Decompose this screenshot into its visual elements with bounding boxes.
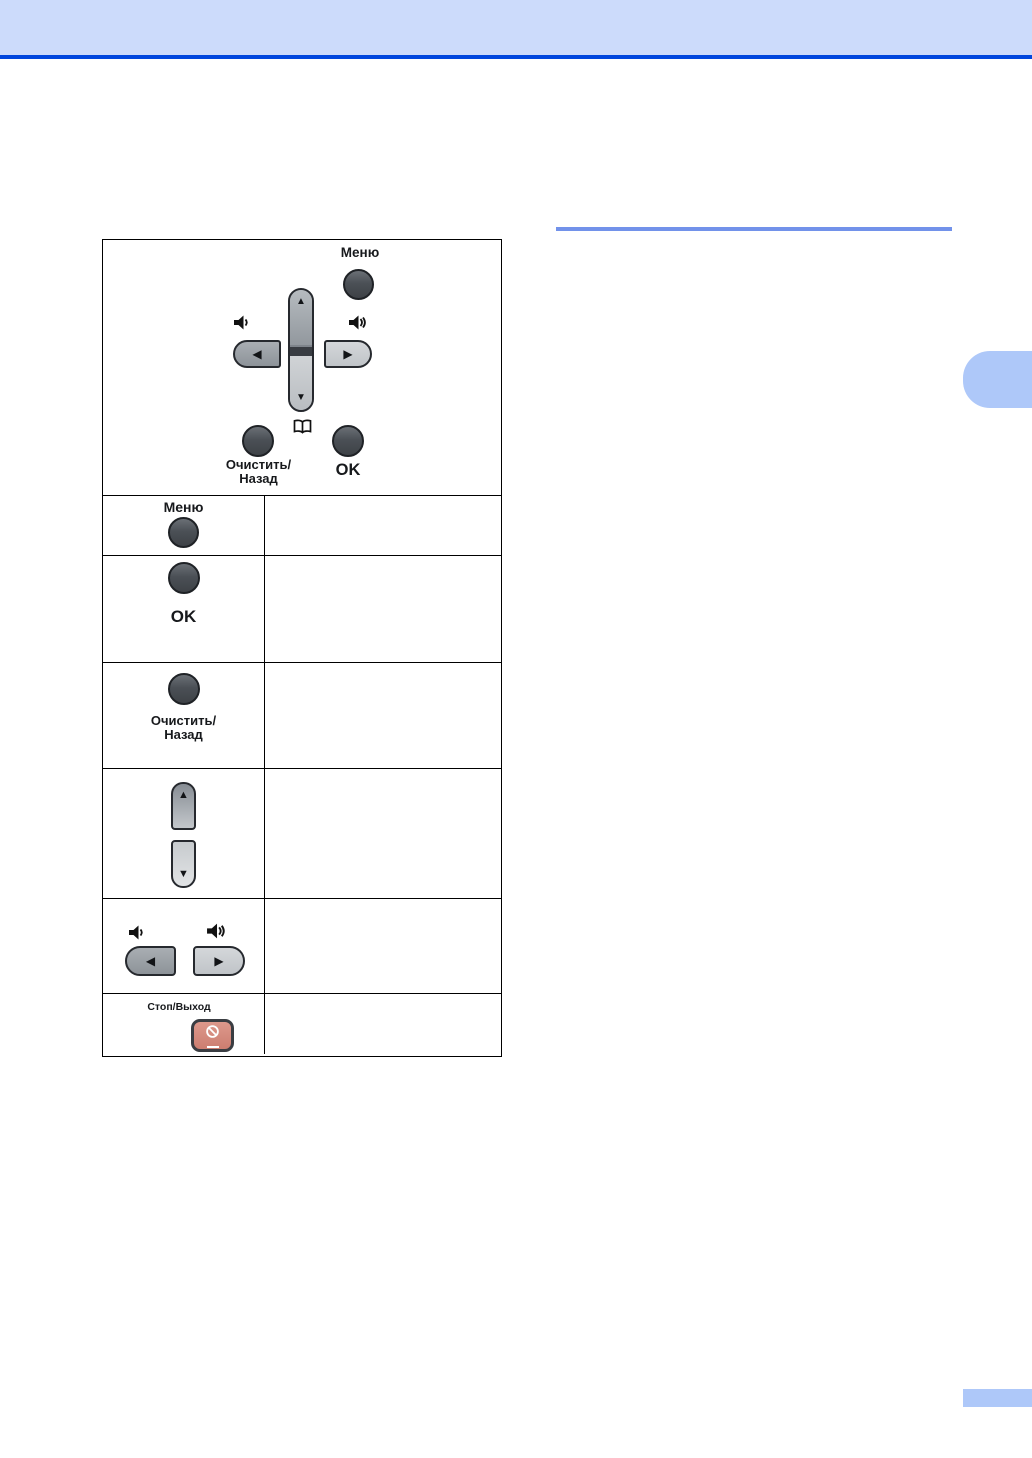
up-arrow-button: ▲ [290,290,312,345]
volume-right-button: ▶ [193,946,245,976]
key-cell-up-down: ▲ ▼ [103,769,265,898]
ok-button [332,425,364,457]
left-arrow-button: ◀ [233,340,281,368]
page-header-bar [0,0,1032,55]
ok-key-label: OK [335,461,361,479]
down-button: ▼ [171,840,196,888]
volume-up-icon [206,922,227,945]
right-arrow-icon: ▶ [214,954,224,968]
table-row-stop-exit: Стоп/Выход [103,993,501,1054]
page-header-rule [0,55,1032,59]
stop-exit-row-label: Стоп/Выход [147,1001,211,1013]
description-cell [265,663,501,768]
section-divider-rule [556,227,952,231]
clear-back-button [167,673,200,705]
stop-exit-button [191,1019,234,1052]
up-button: ▲ [171,782,196,830]
table-row-clear-back: Очистить/ Назад [103,662,501,768]
description-cell [265,496,501,555]
down-arrow-button: ▼ [290,355,312,410]
down-arrow-icon: ▼ [296,392,306,403]
volume-left-button: ◀ [125,946,176,976]
table-row-menu: Меню [103,495,501,555]
up-arrow-icon: ▲ [296,296,306,307]
pill-center-band [290,344,312,356]
stop-button-dash [206,1045,219,1048]
clear-back-row-label: Очистить/ Назад [150,713,217,742]
address-book-icon [293,419,312,439]
key-cell-stop-exit: Стоп/Выход [103,994,265,1054]
clear-back-key-label: Очистить/ Назад [225,457,292,486]
table-row-ok: OK [103,555,501,662]
key-cell-menu: Меню [103,496,265,555]
chapter-side-tab [963,351,1032,408]
key-cell-clear-back: Очистить/ Назад [103,663,265,768]
left-arrow-icon: ◀ [145,954,156,968]
table-row-up-down: ▲ ▼ [103,768,501,898]
up-arrow-icon: ▲ [178,789,189,801]
down-arrow-icon: ▼ [178,868,189,880]
right-arrow-icon: ▶ [343,347,353,361]
description-cell [265,899,501,993]
description-cell [265,994,501,1054]
volume-down-icon [233,314,250,336]
right-arrow-button: ▶ [324,340,372,368]
stop-prohibition-icon [205,1024,220,1044]
control-panel-key-table: Меню ◀ ▲ ▼ [102,239,502,1057]
menu-key-label: Меню [340,245,380,260]
description-cell [265,556,501,662]
left-arrow-icon: ◀ [252,347,262,361]
menu-row-label: Меню [163,499,204,515]
menu-button [168,517,199,548]
volume-up-icon [348,314,368,336]
volume-down-icon [128,924,145,946]
clear-back-button [242,425,274,457]
control-panel-diagram: Меню ◀ ▲ ▼ [103,240,501,495]
menu-button [343,269,374,300]
key-cell-ok: OK [103,556,265,662]
key-cell-volume: ◀ ▶ [103,899,265,993]
description-cell [265,769,501,898]
ok-button [167,562,200,594]
up-down-navigation-pill: ▲ ▼ [288,288,314,412]
ok-row-label: OK [170,607,197,626]
page-footer-mark [963,1389,1032,1407]
table-row-volume: ◀ ▶ [103,898,501,993]
